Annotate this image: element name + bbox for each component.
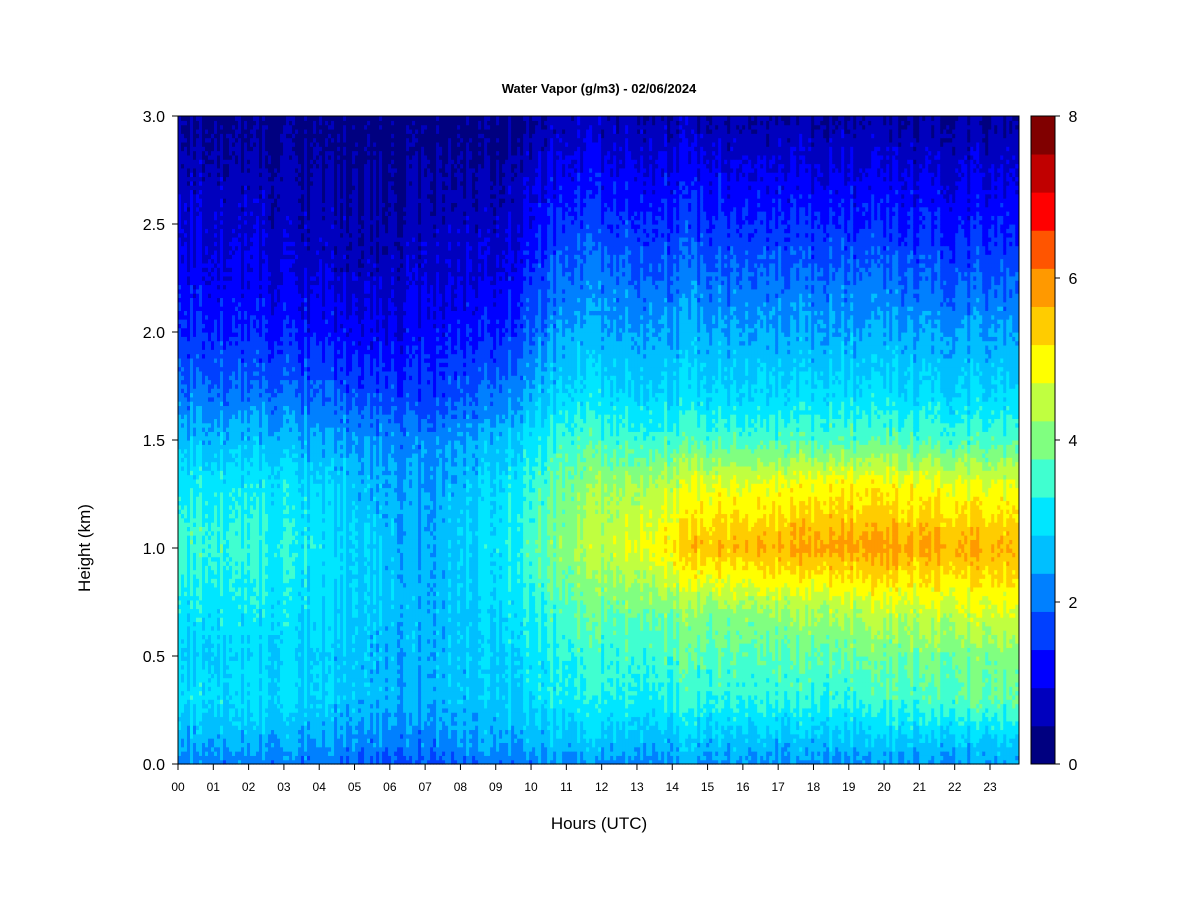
- chart-title: Water Vapor (g/m3) - 02/06/2024: [502, 81, 697, 96]
- heatmap-plot-area: [178, 116, 1019, 765]
